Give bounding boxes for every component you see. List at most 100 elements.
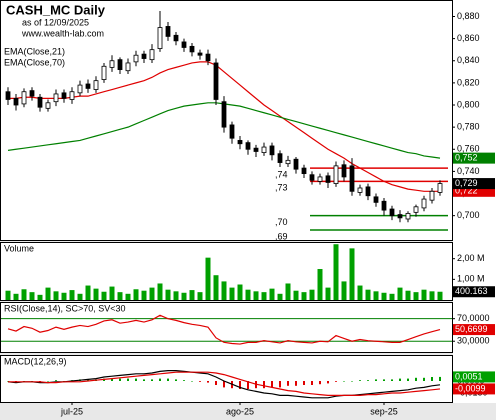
value-tag (453, 286, 495, 298)
candle-body (149, 49, 155, 61)
volume-bar (301, 292, 307, 300)
volume-bar (205, 257, 211, 300)
source: www.wealth-lab.com (21, 28, 104, 38)
candle-body (197, 52, 203, 56)
y-tick-label: 0,780 (457, 122, 480, 132)
histogram-bar (215, 381, 217, 385)
volume-bar (85, 285, 91, 300)
volume-bar (69, 290, 75, 300)
histogram-bar (111, 378, 113, 381)
value-tag-label: -0,0099 (455, 383, 486, 393)
value-tag (453, 324, 495, 336)
volume-bar (37, 294, 43, 300)
candle-body (285, 159, 291, 165)
candle-body (77, 84, 83, 94)
value-tag-label: 0,0051 (455, 371, 483, 381)
x-tick-label: jul-25 (60, 406, 83, 416)
histogram-bar (431, 377, 433, 381)
legend-entry: EMA(Close,21) (4, 46, 65, 56)
candle-body (277, 153, 283, 163)
histogram-bar (207, 381, 209, 383)
histogram-bar (159, 378, 161, 381)
histogram-bar (279, 381, 281, 388)
rsi-panel (0, 302, 453, 353)
value-tag (453, 152, 495, 164)
chart-title: CASH_MC Daily (6, 2, 106, 17)
candle-body (237, 140, 243, 145)
y-tick-label: 2,00 M (457, 253, 485, 263)
x-tick-label: ago-25 (226, 406, 254, 416)
candle-body (205, 53, 211, 62)
histogram-bar (183, 380, 185, 381)
histogram-bar (343, 381, 345, 382)
candle-body (405, 213, 411, 220)
candle-body (245, 142, 251, 150)
candle-body (221, 101, 227, 128)
candle-body (93, 80, 99, 90)
histogram-bar (143, 379, 145, 381)
value-tag-label: 0,722 (455, 186, 478, 196)
level-label: ,70 (275, 217, 288, 227)
candle-body (141, 53, 147, 59)
volume-bar (253, 291, 259, 300)
volume-bar (125, 293, 131, 300)
volume-bar (365, 289, 371, 300)
candle-body (173, 34, 179, 42)
y-tick-label: 0,880 (457, 11, 480, 21)
histogram-bar (383, 379, 385, 381)
candle-body (21, 91, 27, 105)
y-tick-label: 0,840 (457, 55, 480, 65)
candle-body (125, 62, 131, 72)
volume-bar (93, 288, 99, 300)
panel-title: RSI(Close,14), SC>70, SV<30 (4, 303, 126, 313)
y-tick-label: 0,760 (457, 144, 480, 154)
value-tag-label: 0,752 (455, 152, 478, 162)
histogram-bar (327, 381, 329, 384)
histogram-bar (135, 378, 137, 381)
y-tick-label: 0,740 (457, 166, 480, 176)
candle-body (301, 167, 307, 175)
macd-panel (0, 355, 453, 403)
volume-bar (61, 292, 67, 300)
x-tick-label: sep-25 (370, 406, 398, 416)
volume-bar (109, 286, 115, 300)
histogram-bar (407, 378, 409, 381)
indicator-line (7, 314, 441, 345)
histogram-bar (399, 378, 401, 381)
histogram-bar (55, 380, 57, 381)
volume-bar (117, 292, 123, 300)
histogram-bar (191, 381, 193, 382)
volume-bar (325, 287, 331, 300)
level-label: ,74 (275, 169, 288, 179)
y-tick-label: 0,800 (457, 99, 480, 109)
candle-body (29, 90, 35, 97)
histogram-bar (263, 381, 265, 389)
volume-bar (165, 289, 171, 300)
candle-body (117, 59, 123, 71)
volume-bar (397, 287, 403, 300)
histogram-bar (247, 381, 249, 389)
candle-body (13, 97, 19, 106)
candle-body (437, 183, 443, 193)
histogram-bar (415, 377, 417, 381)
candle-body (365, 186, 371, 197)
candle-body (85, 83, 91, 89)
candle-body (157, 27, 163, 49)
volume-bar (29, 292, 35, 300)
volume-bar (229, 287, 235, 300)
volume-bar (189, 290, 195, 300)
volume-bar (133, 289, 139, 300)
histogram-bar (351, 381, 353, 382)
candle-body (317, 176, 323, 182)
histogram-bar (391, 379, 393, 381)
candle-body (133, 54, 139, 63)
value-tag (453, 371, 495, 383)
candle-body (5, 91, 11, 100)
candle-body (253, 147, 259, 152)
candle-body (325, 175, 331, 183)
indicator-line (8, 371, 441, 396)
candle-body (37, 96, 43, 108)
histogram-bar (287, 381, 289, 386)
candle-body (213, 62, 219, 100)
